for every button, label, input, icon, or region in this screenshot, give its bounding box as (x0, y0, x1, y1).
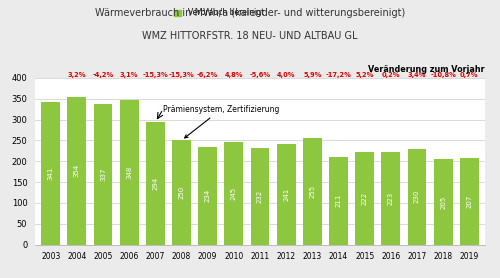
Text: 250: 250 (178, 186, 184, 199)
Bar (355, 152, 374, 245)
Text: Prämiensystem, Zertifizierung: Prämiensystem, Zertifizierung (163, 105, 280, 138)
Text: 3,2%: 3,2% (68, 72, 86, 78)
Text: 207: 207 (466, 195, 472, 208)
Bar (276, 144, 295, 245)
Legend: Verbrauch bereinigt: Verbrauch bereinigt (174, 8, 264, 17)
Text: -5,6%: -5,6% (250, 72, 270, 78)
Text: 3,1%: 3,1% (120, 72, 139, 78)
Text: -15,3%: -15,3% (142, 72, 168, 78)
Text: 211: 211 (336, 194, 342, 207)
Text: 230: 230 (414, 190, 420, 203)
Text: -15,3%: -15,3% (168, 72, 194, 78)
Text: 222: 222 (362, 192, 368, 205)
Bar (94, 104, 112, 245)
Text: -10,8%: -10,8% (430, 72, 456, 78)
Text: 294: 294 (152, 177, 158, 190)
Text: 337: 337 (100, 168, 106, 181)
Text: -6,2%: -6,2% (197, 72, 218, 78)
Bar (460, 158, 478, 245)
Bar (382, 152, 400, 245)
Text: 232: 232 (257, 190, 263, 203)
Text: 223: 223 (388, 192, 394, 205)
Bar (120, 100, 139, 245)
Bar (434, 159, 452, 245)
Text: 205: 205 (440, 195, 446, 208)
Text: 4,0%: 4,0% (277, 72, 295, 78)
Bar (198, 147, 217, 245)
Bar (224, 142, 244, 245)
Text: 3,4%: 3,4% (408, 72, 426, 78)
Text: 5,9%: 5,9% (303, 72, 322, 78)
Text: 354: 354 (74, 164, 80, 177)
Text: 341: 341 (48, 167, 54, 180)
Text: 245: 245 (231, 187, 237, 200)
Text: -4,2%: -4,2% (92, 72, 114, 78)
Text: 4,8%: 4,8% (224, 72, 243, 78)
Text: Wärmeverbrauch in MWh/a (kalender- und witterungsbereinigt): Wärmeverbrauch in MWh/a (kalender- und w… (95, 8, 405, 18)
Bar (329, 157, 348, 245)
Bar (172, 140, 191, 245)
Bar (42, 102, 60, 245)
Text: 5,2%: 5,2% (356, 72, 374, 78)
Bar (408, 149, 426, 245)
Text: Veränderung zum Vorjahr: Veränderung zum Vorjahr (368, 65, 485, 74)
Text: 348: 348 (126, 165, 132, 179)
Bar (250, 148, 270, 245)
Bar (303, 138, 322, 245)
Bar (68, 97, 86, 245)
Text: 255: 255 (310, 185, 316, 198)
Text: -17,2%: -17,2% (326, 72, 351, 78)
Text: 0,7%: 0,7% (460, 72, 478, 78)
Text: WMZ HITTORFSTR. 18 NEU- UND ALTBAU GL: WMZ HITTORFSTR. 18 NEU- UND ALTBAU GL (142, 31, 358, 41)
Bar (146, 122, 165, 245)
Text: 241: 241 (283, 188, 289, 201)
Text: 0,2%: 0,2% (382, 72, 400, 78)
Text: 234: 234 (204, 189, 210, 202)
